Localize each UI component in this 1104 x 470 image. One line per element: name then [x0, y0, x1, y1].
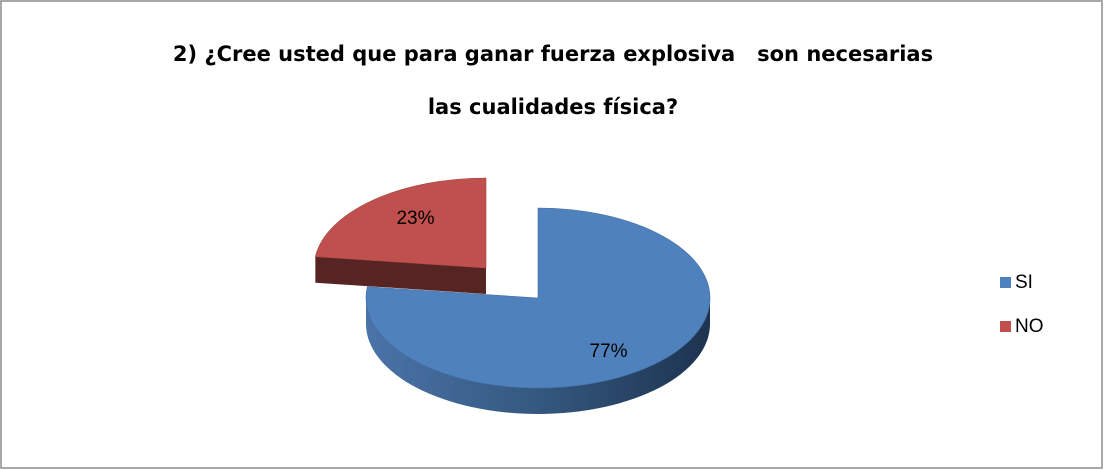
legend-swatch — [1000, 277, 1011, 288]
data-label: 23% — [396, 208, 434, 229]
legend-label: NO — [1015, 316, 1044, 337]
legend-label: SI — [1015, 272, 1033, 293]
legend-swatch — [1000, 321, 1011, 332]
slice-cut-face — [315, 256, 486, 294]
slice — [314, 177, 487, 269]
chart-title: 2) ¿Cree usted que para ganar fuerza exp… — [173, 42, 933, 66]
chart-title: las cualidades física? — [428, 95, 678, 119]
data-label: 77% — [590, 341, 628, 362]
slice-side — [366, 298, 710, 414]
slice — [365, 207, 711, 389]
